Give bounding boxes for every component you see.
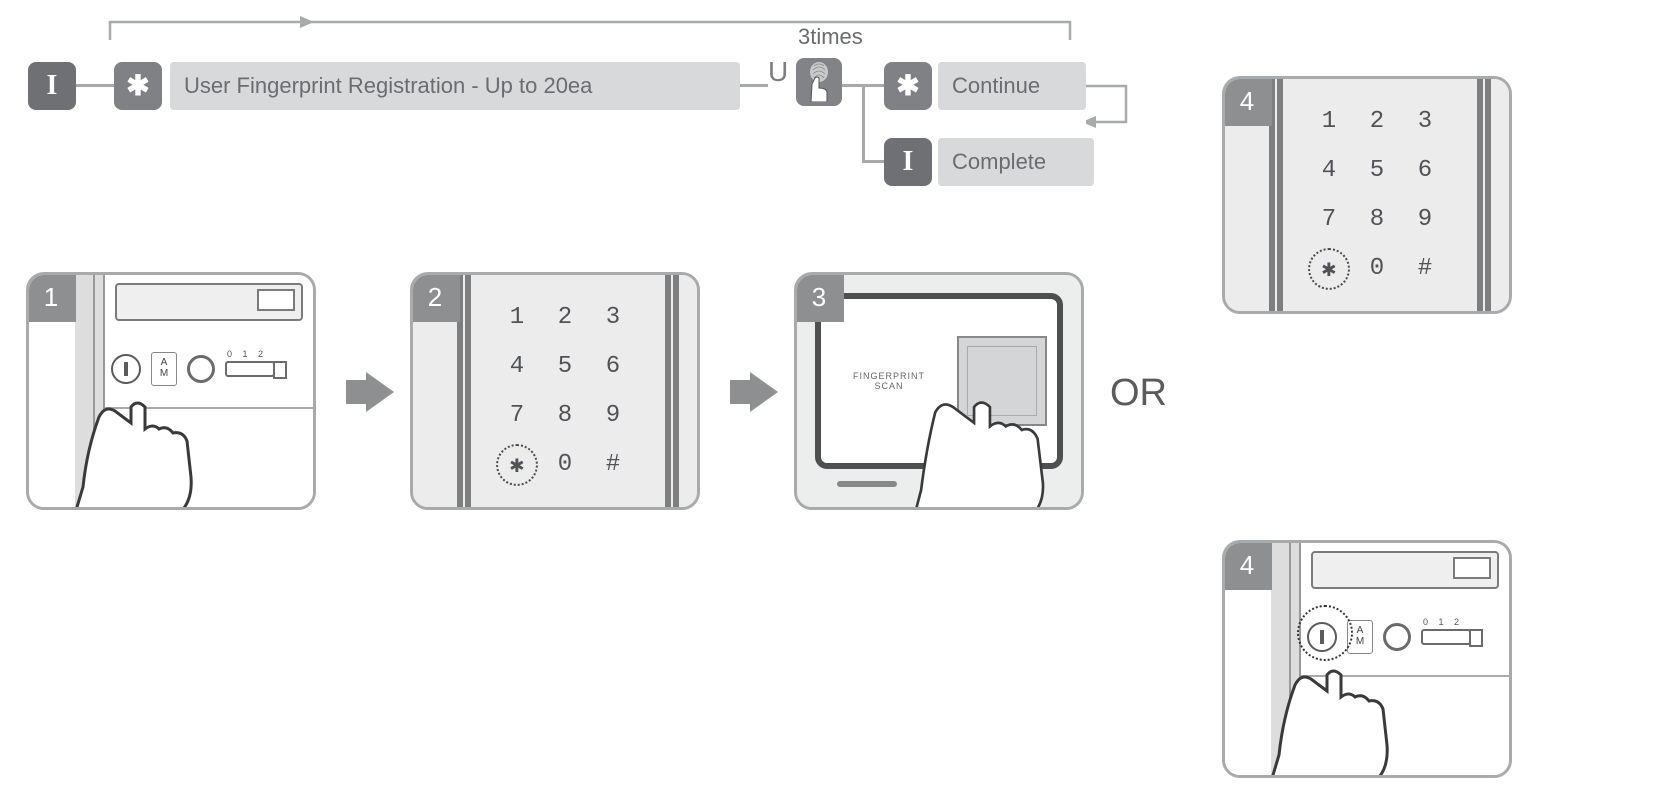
or-label: OR bbox=[1110, 372, 1167, 415]
key4a-6: 6 bbox=[1418, 157, 1432, 184]
key4a-0: 0 bbox=[1370, 255, 1384, 282]
step-3-num: 3 bbox=[812, 282, 826, 313]
slider-marks-4b: 0 1 2 bbox=[1423, 617, 1463, 627]
step-4a-num: 4 bbox=[1240, 86, 1254, 117]
step-3-badge: 3 bbox=[794, 272, 844, 322]
key-hash: # bbox=[606, 451, 620, 478]
key-8: 8 bbox=[558, 402, 572, 429]
continue-text: Continue bbox=[952, 73, 1040, 99]
key-I-complete: I bbox=[884, 138, 932, 186]
key-I-complete-label: I bbox=[903, 146, 914, 178]
complete-pill: Complete bbox=[938, 138, 1094, 186]
dotted-highlight-4b bbox=[1297, 605, 1353, 661]
conn-1 bbox=[76, 84, 114, 87]
key4a-5: 5 bbox=[1370, 157, 1384, 184]
key4a-3: 3 bbox=[1418, 108, 1432, 135]
pointing-hand-icon bbox=[49, 367, 249, 510]
complete-text: Complete bbox=[952, 149, 1046, 175]
step-1-badge: 1 bbox=[26, 272, 76, 322]
arrow-1-2 bbox=[366, 372, 394, 412]
conn-2 bbox=[740, 84, 768, 87]
step-1-panel: 1 A M 0 1 2 bbox=[26, 272, 316, 510]
conn-down bbox=[862, 86, 865, 162]
continue-pill: Continue bbox=[938, 62, 1086, 110]
key4a-4: 4 bbox=[1322, 157, 1336, 184]
step-1-num: 1 bbox=[44, 282, 58, 313]
key4a-8: 8 bbox=[1370, 206, 1384, 233]
step-2-badge: 2 bbox=[410, 272, 460, 322]
key4a-2: 2 bbox=[1370, 108, 1384, 135]
key-star-1: ✱ bbox=[114, 62, 162, 110]
key4a-7: 7 bbox=[1322, 206, 1336, 233]
step-4a-panel: 4 1 2 3 4 5 6 7 8 9 ✱ 0 # bbox=[1222, 76, 1512, 314]
conn-4 bbox=[862, 160, 884, 163]
key4a-1: 1 bbox=[1322, 108, 1336, 135]
u-label: U bbox=[768, 56, 788, 88]
key-5: 5 bbox=[558, 353, 572, 380]
step-4b-badge: 4 bbox=[1222, 540, 1272, 590]
step-4b-panel: 4 A M 0 1 2 bbox=[1222, 540, 1512, 778]
key-I-start: I bbox=[28, 62, 76, 110]
step-4a-badge: 4 bbox=[1222, 76, 1272, 126]
main-flow-text: User Fingerprint Registration - Up to 20… bbox=[184, 73, 592, 99]
key4a-star-highlighted: ✱ bbox=[1308, 248, 1350, 290]
main-flow-label: User Fingerprint Registration - Up to 20… bbox=[170, 62, 740, 110]
pointing-hand-icon-4b bbox=[1245, 635, 1445, 778]
key-7: 7 bbox=[510, 402, 524, 429]
scanning-hand-icon bbox=[887, 377, 1084, 510]
key-star-highlighted: ✱ bbox=[496, 444, 538, 486]
key-star-2-label: ✱ bbox=[896, 69, 919, 103]
step-3-panel: 3 FINGERPRINT SCAN bbox=[794, 272, 1084, 510]
step-4b-num: 4 bbox=[1240, 550, 1254, 581]
loop-arrow-top bbox=[100, 10, 1090, 50]
key-0: 0 bbox=[558, 451, 572, 478]
arrow-2-3 bbox=[750, 372, 778, 412]
key-6: 6 bbox=[606, 353, 620, 380]
key4a-9: 9 bbox=[1418, 206, 1432, 233]
loop-arrow-right bbox=[1086, 62, 1146, 142]
times-label: 3times bbox=[798, 24, 863, 50]
key-I-label: I bbox=[47, 70, 58, 102]
key-star-2: ✱ bbox=[884, 62, 932, 110]
step-2-panel: 2 1 2 3 4 5 6 7 8 9 ✱ 0 # bbox=[410, 272, 700, 510]
step-2-num: 2 bbox=[428, 282, 442, 313]
key-9: 9 bbox=[606, 402, 620, 429]
slider-marks: 0 1 2 bbox=[227, 349, 267, 359]
key-3: 3 bbox=[606, 304, 620, 331]
fingerprint-touch-icon bbox=[796, 58, 842, 106]
key-star-1-label: ✱ bbox=[126, 69, 149, 103]
key-1: 1 bbox=[510, 304, 524, 331]
key4a-hash: # bbox=[1418, 255, 1432, 282]
key-4: 4 bbox=[510, 353, 524, 380]
key-2: 2 bbox=[558, 304, 572, 331]
